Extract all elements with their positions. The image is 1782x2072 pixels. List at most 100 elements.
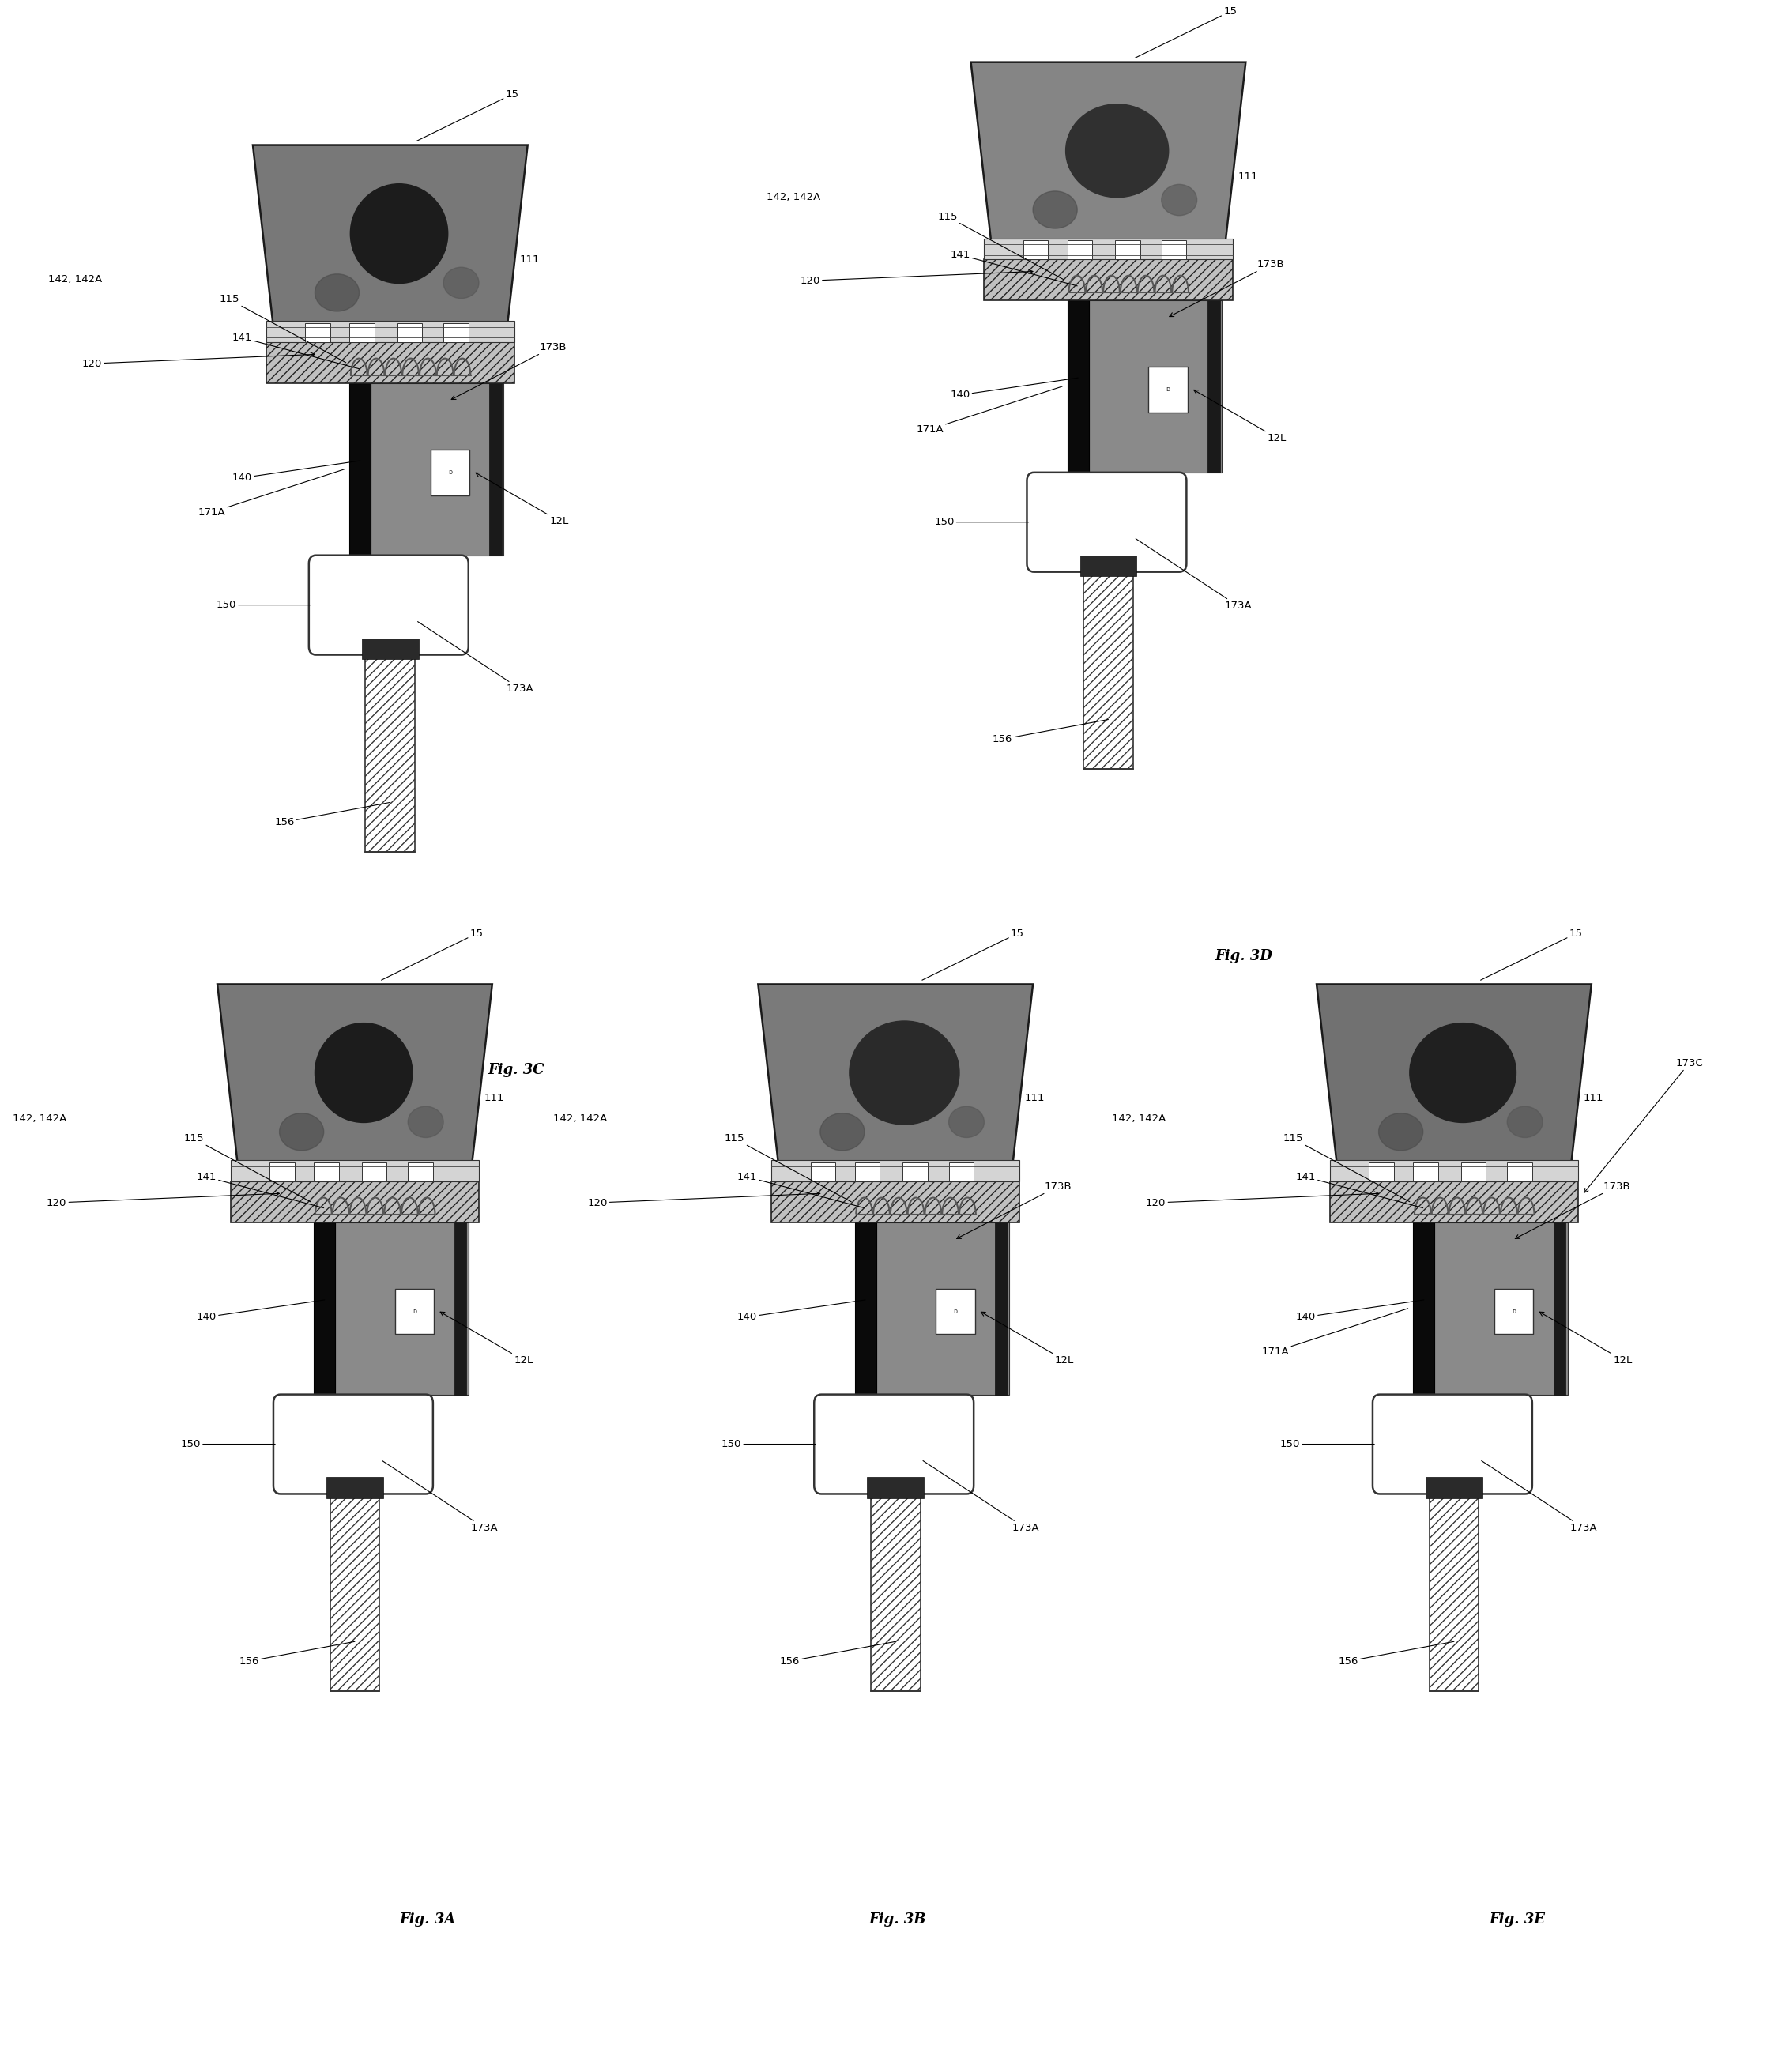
- Bar: [1508, 1162, 1533, 1181]
- Bar: [772, 1181, 1019, 1222]
- Text: 171A: 171A: [1262, 1310, 1408, 1357]
- Ellipse shape: [1034, 191, 1078, 228]
- Text: 156: 156: [781, 1641, 896, 1666]
- Bar: [362, 638, 419, 659]
- Ellipse shape: [1410, 1024, 1516, 1123]
- Bar: [1413, 1222, 1435, 1394]
- Text: 12L: 12L: [440, 1312, 533, 1365]
- Text: 173A: 173A: [1481, 1461, 1597, 1533]
- Text: 111: 111: [485, 1094, 504, 1104]
- Text: Fig. 3C: Fig. 3C: [488, 1063, 544, 1077]
- Bar: [1329, 1160, 1579, 1181]
- Text: Fig. 3D: Fig. 3D: [1215, 949, 1272, 963]
- Text: 173C: 173C: [1584, 1059, 1704, 1193]
- Text: 111: 111: [520, 255, 540, 265]
- Bar: [335, 1222, 469, 1394]
- Text: 142, 142A: 142, 142A: [554, 1115, 608, 1123]
- Text: 115: 115: [725, 1133, 852, 1202]
- Text: 15: 15: [921, 928, 1025, 980]
- Text: Fig. 3B: Fig. 3B: [870, 1912, 927, 1927]
- Bar: [230, 1160, 479, 1181]
- Bar: [871, 1494, 920, 1691]
- Text: 150: 150: [934, 518, 1028, 526]
- Ellipse shape: [315, 274, 360, 311]
- Bar: [266, 342, 515, 383]
- Bar: [984, 259, 1233, 300]
- Bar: [365, 655, 415, 852]
- Text: 156: 156: [274, 802, 390, 827]
- Ellipse shape: [444, 267, 479, 298]
- Bar: [1208, 300, 1221, 472]
- Text: 111: 111: [1025, 1094, 1044, 1104]
- Text: 142, 142A: 142, 142A: [48, 276, 102, 284]
- Text: 171A: 171A: [916, 385, 1062, 435]
- Ellipse shape: [1162, 184, 1198, 215]
- Text: 156: 156: [1338, 1641, 1454, 1666]
- Bar: [903, 1162, 927, 1181]
- Bar: [314, 1162, 339, 1181]
- Text: 111: 111: [1238, 172, 1258, 182]
- Bar: [305, 323, 330, 342]
- Bar: [1023, 240, 1048, 259]
- Polygon shape: [217, 984, 492, 1181]
- Ellipse shape: [1066, 104, 1169, 197]
- Bar: [1162, 240, 1187, 259]
- FancyBboxPatch shape: [814, 1394, 973, 1494]
- Text: 171A: 171A: [198, 468, 344, 518]
- Ellipse shape: [850, 1021, 959, 1125]
- Polygon shape: [971, 62, 1246, 259]
- Text: 141: 141: [950, 251, 1078, 286]
- Text: 12L: 12L: [982, 1312, 1075, 1365]
- Text: 115: 115: [184, 1133, 310, 1202]
- Text: 15: 15: [381, 928, 483, 980]
- Polygon shape: [253, 145, 527, 342]
- Text: 142, 142A: 142, 142A: [766, 193, 820, 201]
- FancyBboxPatch shape: [1372, 1394, 1533, 1494]
- Text: 150: 150: [216, 601, 310, 609]
- Bar: [1429, 1494, 1479, 1691]
- Bar: [811, 1162, 836, 1181]
- Bar: [444, 323, 469, 342]
- Ellipse shape: [315, 1024, 412, 1123]
- Text: 173A: 173A: [417, 622, 535, 694]
- Text: 142, 142A: 142, 142A: [1112, 1115, 1165, 1123]
- Text: 173A: 173A: [1135, 539, 1251, 611]
- Text: 142, 142A: 142, 142A: [12, 1115, 66, 1123]
- Bar: [397, 323, 422, 342]
- Bar: [1080, 555, 1137, 576]
- Text: 115: 115: [219, 294, 346, 363]
- Text: ᴅ: ᴅ: [1165, 385, 1171, 394]
- Ellipse shape: [408, 1106, 444, 1138]
- Bar: [1495, 1289, 1533, 1334]
- Bar: [1149, 367, 1187, 412]
- Text: 173A: 173A: [923, 1461, 1039, 1533]
- Bar: [349, 383, 371, 555]
- Polygon shape: [757, 984, 1034, 1181]
- Bar: [855, 1162, 880, 1181]
- Text: 140: 140: [196, 1299, 324, 1322]
- Text: 141: 141: [1296, 1173, 1424, 1208]
- Text: 12L: 12L: [1194, 390, 1287, 443]
- Text: 156: 156: [993, 719, 1108, 744]
- Bar: [454, 1222, 467, 1394]
- Text: 120: 120: [800, 269, 1034, 286]
- Text: 15: 15: [417, 89, 519, 141]
- Bar: [326, 1477, 383, 1498]
- Text: 150: 150: [722, 1440, 816, 1448]
- Text: 173A: 173A: [383, 1461, 499, 1533]
- Bar: [362, 1162, 387, 1181]
- Text: Fig. 3A: Fig. 3A: [399, 1912, 456, 1927]
- Text: ᴅ: ᴅ: [447, 468, 453, 477]
- Bar: [772, 1160, 1019, 1181]
- Text: 150: 150: [180, 1440, 274, 1448]
- Bar: [349, 323, 374, 342]
- Text: 150: 150: [1279, 1440, 1374, 1448]
- Text: ᴅ: ᴅ: [413, 1307, 417, 1316]
- Bar: [1461, 1162, 1486, 1181]
- Bar: [1329, 1181, 1579, 1222]
- Ellipse shape: [948, 1106, 984, 1138]
- Text: 120: 120: [82, 352, 315, 369]
- Bar: [330, 1494, 380, 1691]
- Bar: [1089, 300, 1222, 472]
- Bar: [855, 1222, 877, 1394]
